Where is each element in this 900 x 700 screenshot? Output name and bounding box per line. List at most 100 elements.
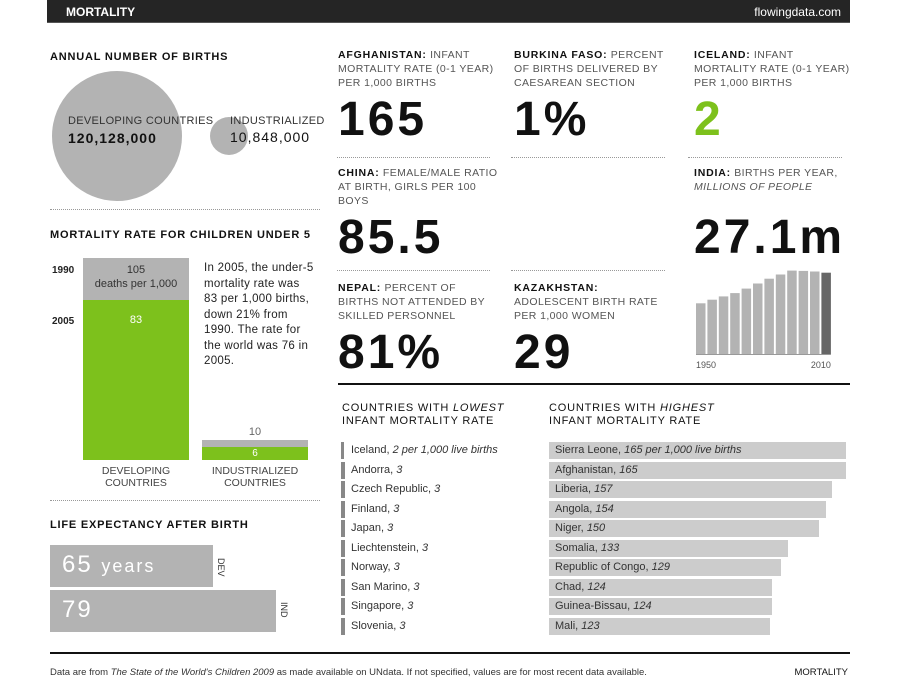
list-item: Mali, 123 [549, 617, 771, 635]
ind-2005-bar: 6 [202, 447, 308, 460]
ind-label-1: INDUSTRIALIZED [211, 465, 299, 477]
stat-country: ICELAND: [694, 49, 751, 61]
industrialized-label: INDUSTRIALIZED [230, 115, 325, 127]
list-item: Norway, 3 [351, 561, 400, 573]
under5-title: MORTALITY RATE FOR CHILDREN UNDER 5 [50, 229, 311, 241]
india-bar-1995 [798, 270, 809, 354]
industrialized-births-circle [210, 117, 248, 155]
stat-country: NEPAL: [338, 282, 382, 294]
stat-desc: INFANT MORTALITY RATE (0-1 YEAR) PER 1,0… [694, 49, 850, 89]
stat-label: ICELAND: INFANT MORTALITY RATE (0-1 YEAR… [694, 48, 854, 90]
stat-value: 1% [514, 93, 590, 146]
header-title: MORTALITY [66, 5, 136, 19]
list-item: Angola, 154 [549, 500, 827, 518]
list-item: Slovenia, 3 [351, 619, 406, 632]
footer-rule [50, 652, 850, 654]
births-title: ANNUAL NUMBER OF BIRTHS [50, 51, 229, 63]
list-item: Afghanistan, 165 [549, 461, 846, 479]
list-item: Czech Republic, 3 [351, 483, 441, 495]
developing-label: DEVELOPING COUNTRIES [68, 115, 214, 127]
stat-desc: PERCENT OF BIRTHS NOT ATTENDED BY SKILLE… [338, 282, 485, 322]
dev-label-2: COUNTRIES [105, 477, 167, 489]
year-2005: 2005 [52, 316, 75, 327]
india-bar-2000 [810, 271, 820, 354]
highest-title-2: INFANT MORTALITY RATE [549, 415, 702, 427]
india-births-chart: 1950 2010 [696, 270, 831, 370]
india-bar-1955 [707, 299, 717, 354]
stat-desc: ADOLESCENT BIRTH RATE PER 1,000 WOMEN [514, 296, 658, 322]
divider [511, 270, 665, 271]
stat-desc: FEMALE/MALE RATIO AT BIRTH, GIRLS PER 10… [338, 167, 498, 207]
lowest-bar [341, 539, 345, 557]
lowest-bar [341, 578, 345, 596]
lowest-title: COUNTRIES WITH LOWEST INFANT MORTALITY RA… [342, 402, 504, 428]
footer-post: as made available on UNdata. If not spec… [274, 667, 647, 678]
list-item: Liechtenstein, 3 [351, 541, 429, 554]
ind-label-2: COUNTRIES [224, 477, 286, 489]
stat-value: 27.1m [694, 211, 846, 264]
lowest-bar [341, 559, 345, 576]
divider [50, 209, 320, 210]
india-bar-1985 [775, 274, 786, 354]
dev-1990-bar: 105 deaths per 1,000 [83, 258, 189, 300]
footer-right: MORTALITY [794, 667, 849, 678]
developing-births-value: 120,128,000 [68, 130, 157, 146]
industrialized-births-value: 10,848,000 [230, 129, 311, 145]
list-item: Republic of Congo, 129 [549, 559, 782, 576]
india-bar-1970 [741, 288, 752, 354]
lowest-bar [341, 617, 345, 635]
ind-1990-value: 10 [248, 426, 262, 438]
lowest-bar [341, 500, 345, 518]
under5-note: In 2005, the under-5 mortality rate was … [204, 262, 314, 367]
footer-source: The State of the World's Children 2009 [110, 667, 275, 678]
india-bar-1965 [730, 293, 740, 354]
stat-country: INDIA: [694, 167, 731, 179]
lowest-title-em: LOWEST [453, 402, 505, 414]
stat-desc: BIRTHS PER YEAR, [734, 167, 838, 179]
list-item: Chad, 124 [549, 578, 773, 596]
lowest-bar [341, 442, 344, 459]
lowest-bar [341, 461, 345, 479]
year-1990: 1990 [52, 265, 75, 276]
stat-value: 165 [338, 93, 428, 146]
stat-label: NEPAL: PERCENT OF BIRTHS NOT ATTENDED BY… [338, 281, 498, 323]
stat-label: BURKINA FASO: PERCENT OF BIRTHS DELIVERE… [514, 48, 674, 90]
life-dev-value: 65 [62, 551, 93, 578]
dev-label: DEVELOPING COUNTRIES [83, 465, 189, 489]
stat-value: 81% [338, 326, 444, 379]
life-dev-bar: 65 years [50, 545, 213, 587]
stat-desc2: MILLIONS OF PEOPLE [694, 181, 813, 193]
india-bar-1950 [696, 303, 706, 354]
footer-note: Data are from The State of the World's C… [50, 667, 647, 678]
dev-1990-value: 105 [126, 264, 146, 276]
ind-label: INDUSTRIALIZED COUNTRIES [196, 465, 314, 489]
stat-desc: INFANT MORTALITY RATE (0-1 YEAR) PER 1,0… [338, 49, 494, 89]
divider [688, 157, 842, 158]
list-item: Niger, 150 [549, 520, 819, 537]
site-link[interactable]: flowingdata.com [754, 5, 841, 19]
stat-label: INDIA: BIRTHS PER YEAR, MILLIONS OF PEOPL… [694, 166, 854, 194]
developing-births-circle [52, 71, 182, 201]
india-bar-1980 [764, 278, 774, 354]
divider [511, 157, 665, 158]
stat-value: 2 [694, 93, 724, 146]
highest-title-em: HIGHEST [660, 402, 715, 414]
dev-2005-value: 83 [129, 314, 143, 326]
dev-unit: deaths per 1,000 [94, 278, 178, 290]
list-item: Singapore, 3 [351, 600, 414, 612]
divider [50, 500, 320, 501]
divider [337, 157, 490, 158]
stat-label: AFGHANISTAN: INFANT MORTALITY RATE (0-1 … [338, 48, 498, 90]
section-rule [338, 383, 850, 385]
stat-country: AFGHANISTAN: [338, 49, 427, 61]
list-item: Somalia, 133 [549, 539, 789, 557]
footer-pre: Data are from [50, 667, 111, 678]
list-item: Guinea-Bissau, 124 [549, 598, 773, 615]
header-bar: MORTALITY flowingdata.com [47, 0, 850, 23]
stat-country: CHINA: [338, 167, 380, 179]
dev-label-1: DEVELOPING [101, 465, 171, 477]
divider [337, 270, 490, 271]
list-item: Sierra Leone, 165 per 1,000 live births [549, 442, 846, 459]
stat-label: KAZAKHSTAN: ADOLESCENT BIRTH RATE PER 1,… [514, 281, 674, 323]
india-bar-1990 [787, 270, 797, 354]
